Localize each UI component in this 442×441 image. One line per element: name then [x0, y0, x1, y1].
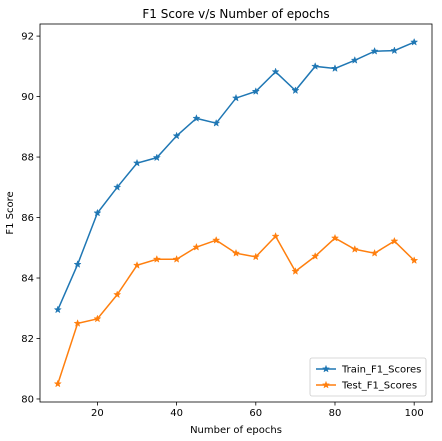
series-line-train — [58, 42, 414, 310]
legend-label: Test_F1_Scores — [341, 381, 417, 392]
data-point — [54, 380, 61, 387]
legend: Train_F1_Scores Test_F1_Scores — [310, 358, 426, 396]
data-point — [332, 65, 339, 72]
y-tick-label: 90 — [21, 92, 34, 103]
x-tick-label: 100 — [405, 408, 424, 419]
data-point — [233, 250, 240, 257]
x-tick-label: 60 — [249, 408, 262, 419]
y-tick-label: 84 — [21, 274, 34, 285]
y-tick-label: 80 — [21, 394, 34, 405]
x-axis-label: Number of epochs — [190, 425, 282, 436]
y-axis-label: F1 Score — [5, 191, 16, 234]
data-point — [391, 47, 398, 54]
data-point — [351, 57, 358, 64]
x-tick-label: 80 — [329, 408, 342, 419]
y-tick-label: 86 — [21, 213, 34, 224]
y-tick-label: 92 — [21, 32, 34, 43]
legend-label: Train_F1_Scores — [341, 365, 421, 376]
x-tick-label: 40 — [170, 408, 183, 419]
chart-title: F1 Score v/s Number of epochs — [142, 7, 329, 21]
x-tick-label: 20 — [91, 408, 104, 419]
data-point — [74, 261, 81, 268]
data-point — [371, 250, 378, 257]
data-point — [371, 48, 378, 55]
data-point — [134, 262, 141, 269]
y-tick-label: 88 — [21, 153, 34, 164]
data-point — [411, 39, 418, 46]
data-point — [173, 256, 180, 263]
data-point — [54, 306, 61, 313]
plot-area — [54, 39, 417, 387]
data-point — [351, 246, 358, 253]
y-tick-label: 82 — [21, 334, 34, 345]
data-point — [153, 256, 160, 263]
